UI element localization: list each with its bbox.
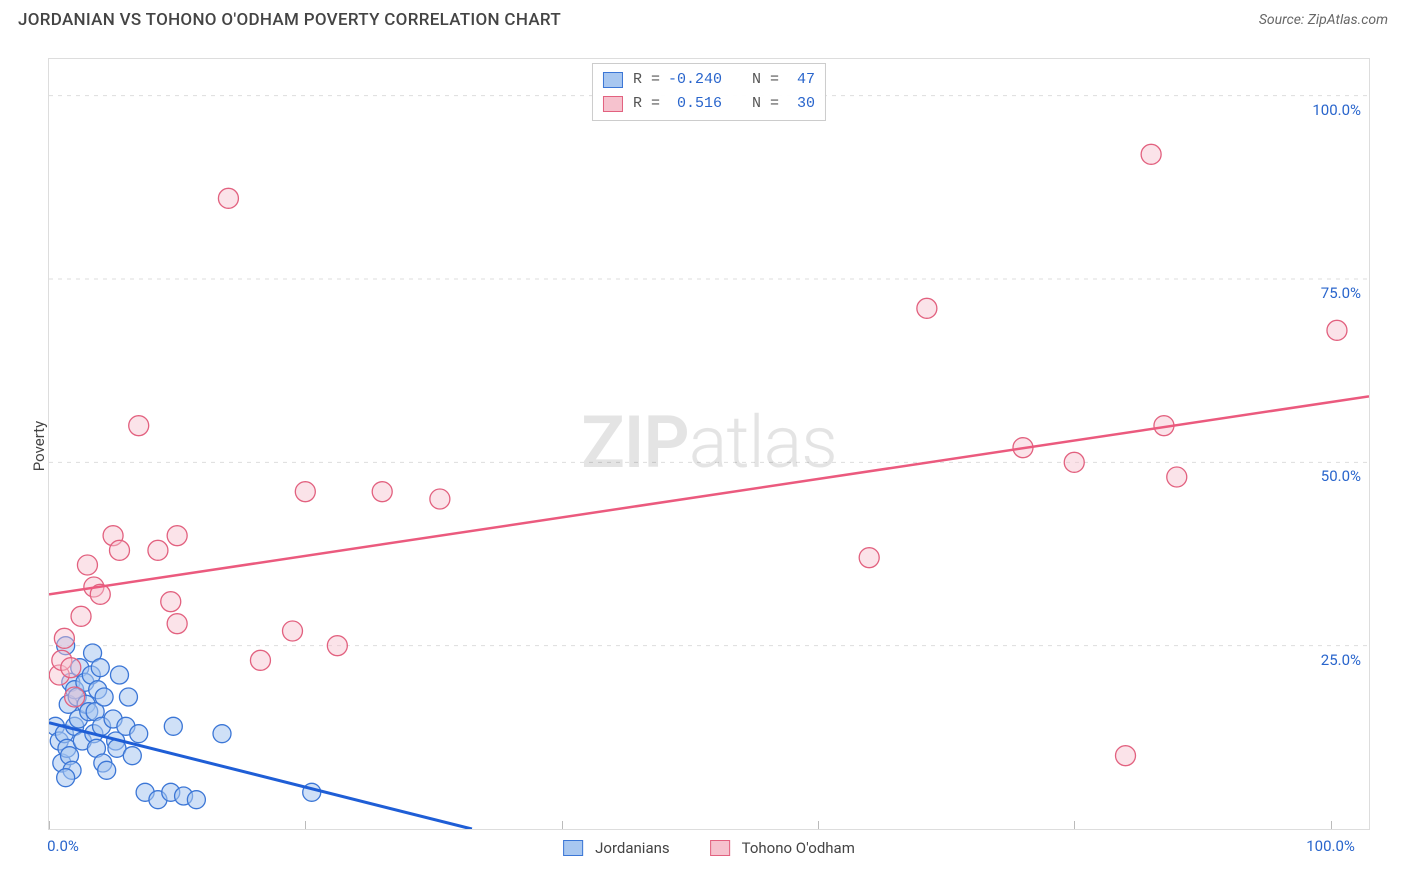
legend-row: R =-0.240 N =47: [603, 68, 815, 92]
y-axis-label: Poverty: [30, 421, 48, 471]
plot-area: ZIPatlas R =-0.240 N =47R =0.516 N =30 J…: [48, 58, 1370, 830]
scatter-svg: [49, 59, 1369, 829]
legend-row: R =0.516 N =30: [603, 92, 815, 116]
legend-item: Jordanians: [563, 839, 670, 857]
y-tick-label: 100.0%: [1312, 101, 1361, 119]
correlation-legend: R =-0.240 N =47R =0.516 N =30: [592, 63, 826, 121]
series-legend: Jordanians Tohono O'odham: [563, 839, 855, 857]
x-tick-label: 100.0%: [1306, 837, 1355, 855]
x-tick-label: 0.0%: [47, 837, 79, 855]
chart-title: JORDANIAN VS TOHONO O'ODHAM POVERTY CORR…: [18, 10, 561, 30]
source-label: Source: ZipAtlas.com: [1259, 12, 1388, 28]
y-tick-label: 25.0%: [1321, 651, 1361, 669]
y-tick-label: 75.0%: [1321, 284, 1361, 302]
y-tick-label: 50.0%: [1321, 467, 1361, 485]
legend-item: Tohono O'odham: [710, 839, 855, 857]
